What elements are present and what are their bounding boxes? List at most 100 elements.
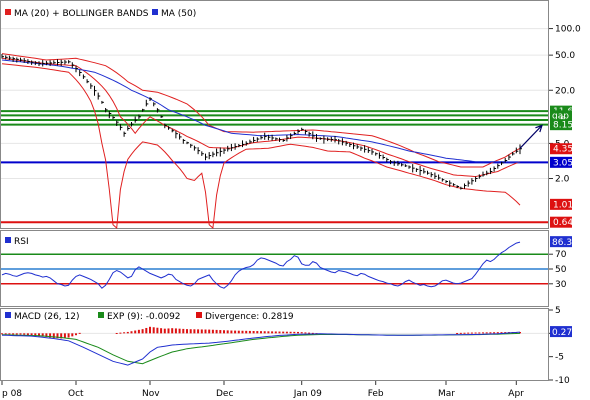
- divergence-bar: [63, 333, 66, 338]
- divergence-bar: [171, 328, 174, 334]
- divergence-bar: [308, 332, 311, 334]
- divergence-bar: [12, 333, 15, 335]
- tag-gap-label: gap: [552, 111, 569, 121]
- bollinger-upper-line: [1, 53, 521, 168]
- divergence-bar: [160, 328, 163, 334]
- tag-4-35-box: [550, 143, 572, 155]
- divergence-bar: [145, 327, 148, 334]
- divergence-bar: [174, 328, 177, 334]
- macd-legend: MACD (26, 12) EXP (9): -0.0092 Divergenc…: [5, 312, 294, 322]
- macd-tick-label: -10: [555, 376, 570, 386]
- divergence-bar: [186, 329, 188, 334]
- price-panel: MA (20) + BOLLINGER BANDS MA (50): [0, 0, 549, 230]
- divergence-bar: [226, 330, 229, 334]
- divergence-bar: [470, 332, 473, 334]
- tag-3-05-box: [550, 156, 572, 168]
- tag-0-64-box: [550, 216, 572, 228]
- divergence-bar: [67, 333, 70, 338]
- tag-1-0195-box: [550, 198, 572, 210]
- price-tick-label: 50.0: [555, 51, 575, 61]
- legend-swatch-divergence: [196, 312, 202, 318]
- divergence-bar: [237, 330, 240, 334]
- divergence-bar: [267, 331, 270, 334]
- divergence-bar: [245, 330, 248, 334]
- date-tick-label: Dec: [216, 389, 233, 399]
- macd-line: [1, 331, 521, 366]
- divergence-bar: [163, 328, 166, 334]
- divergence-bar: [311, 332, 314, 334]
- price-tick-label: 2.0: [555, 175, 570, 185]
- legend-swatch-exp: [98, 312, 104, 318]
- divergence-bar: [26, 333, 29, 336]
- macd-last-value-label: 0.27: [552, 328, 572, 338]
- divergence-bar: [130, 331, 133, 334]
- divergence-bar: [230, 330, 233, 334]
- divergence-bar: [182, 328, 185, 334]
- date-tick-label: Nov: [142, 389, 160, 399]
- date-tick-label: Apr: [508, 389, 524, 399]
- tag-8-15-label: 8.15: [553, 121, 573, 131]
- divergence-bar: [23, 333, 26, 335]
- divergence-bar: [282, 331, 285, 334]
- divergence-bar: [49, 333, 52, 338]
- divergence-bar: [496, 332, 499, 334]
- date-tick-label: p 08: [2, 389, 22, 399]
- divergence-bar: [1, 333, 3, 335]
- divergence-bar: [178, 328, 181, 334]
- date-tick-label: Jan 09: [293, 389, 322, 399]
- price-gridlines: [1, 28, 548, 180]
- macd-panel-frame: [0, 308, 549, 381]
- legend-swatch-ma50: [152, 9, 158, 15]
- divergence-bar: [482, 332, 484, 334]
- divergence-bar: [197, 329, 200, 334]
- macd-y-axis: 50-5-100.27: [549, 306, 572, 386]
- divergence-bar: [248, 330, 251, 334]
- legend-label-exp: EXP (9): -0.0092: [107, 312, 181, 322]
- divergence-bar: [193, 329, 196, 334]
- divergence-bar: [19, 333, 22, 335]
- divergence-bar: [71, 333, 74, 337]
- divergence-bar: [489, 332, 492, 334]
- divergence-bar: [15, 333, 18, 335]
- divergence-bar: [215, 329, 218, 334]
- divergence-bar: [126, 331, 129, 334]
- legend-label-macd: MACD (26, 12): [14, 312, 80, 322]
- rsi-line: [1, 241, 521, 289]
- divergence-bar: [519, 332, 521, 334]
- trend-arrow-shaft: [519, 124, 543, 149]
- macd-divergence-bars: [1, 326, 521, 339]
- macd-tick-label: -5: [555, 353, 564, 363]
- divergence-bar: [256, 331, 259, 334]
- tag-0-64-label: 0.64: [553, 218, 573, 228]
- trend-arrow: [519, 124, 543, 149]
- divergence-bar: [219, 330, 222, 334]
- divergence-bar: [478, 332, 481, 334]
- divergence-bar: [278, 331, 281, 334]
- divergence-bar: [149, 326, 151, 334]
- divergence-bar: [167, 328, 170, 334]
- price-tick-label: 20.0: [555, 86, 575, 96]
- rsi-last-value-box: [550, 236, 572, 248]
- divergence-bar: [474, 332, 477, 334]
- divergence-bar: [52, 333, 55, 338]
- divergence-bar: [285, 331, 288, 334]
- divergence-bar: [493, 332, 496, 334]
- trend-arrow-head: [535, 124, 543, 133]
- divergence-bar: [263, 331, 266, 334]
- legend-swatch-macd: [5, 312, 11, 318]
- divergence-bar: [485, 332, 488, 334]
- divergence-bar: [141, 329, 144, 334]
- tag-4-35-label: 4.35: [553, 145, 573, 155]
- divergence-bar: [467, 332, 470, 334]
- divergence-bar: [293, 331, 296, 334]
- divergence-bar: [137, 329, 140, 334]
- macd-last-value-box: [550, 326, 572, 338]
- divergence-bar: [115, 332, 118, 334]
- rsi-panel: RSI: [0, 230, 549, 307]
- divergence-bar: [297, 331, 299, 334]
- divergence-bar: [274, 331, 277, 334]
- tag-1-0195-label: 1.0195: [553, 200, 585, 210]
- divergence-bar: [8, 333, 11, 335]
- legend-swatch-ma20: [5, 9, 11, 15]
